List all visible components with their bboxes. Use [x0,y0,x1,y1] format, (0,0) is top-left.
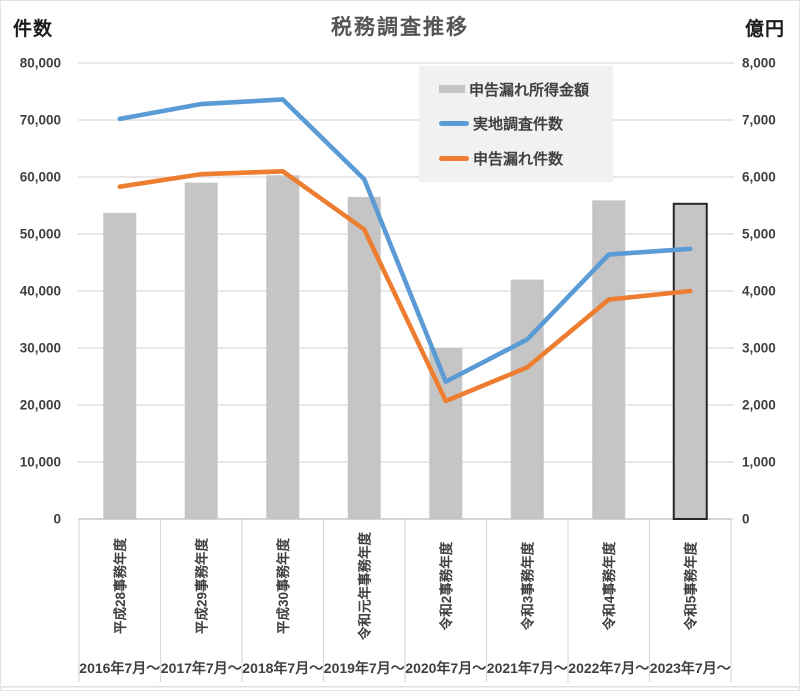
bar-undeclared-income-amount[interactable] [103,212,137,519]
bar-undeclared-income-amount[interactable] [347,196,381,519]
x-axis-year-label: 2019年7月～ [324,660,405,676]
x-axis-year-label: 2023年7月～ [650,660,731,676]
legend-label: 申告漏れ件数 [473,151,564,169]
y-axis-tick-left: 70,000 [20,113,61,128]
left-axis-unit-label: 件数 [13,19,54,40]
bar-undeclared-income-amount[interactable] [184,182,218,519]
x-axis-category-label: 平成29事務年度 [193,537,209,634]
bar-undeclared-income-amount[interactable] [592,200,626,519]
legend-line-swatch-blue [439,121,469,127]
line-field-investigation-count[interactable] [117,97,693,384]
x-axis-category-label: 令和元年事務年度 [356,532,372,641]
y-axis-tick-right: 3,000 [742,341,776,356]
y-axis-tick-right: 0 [742,512,750,527]
y-axis-tick-left: 50,000 [20,227,61,242]
bar-undeclared-income-amount-highlighted[interactable] [672,202,708,520]
x-axis-category-label: 令和3事務年度 [519,541,535,631]
legend-item-undeclared-count[interactable]: 申告漏れ件数 [419,148,613,169]
y-axis-tick-left: 80,000 [20,56,61,71]
x-axis-category-label: 令和5事務年度 [682,541,698,631]
y-axis-tick-right: 8,000 [742,56,776,71]
x-axis-year-label: 2020年7月～ [405,660,486,676]
legend-label: 実地調査件数 [473,116,564,134]
bottom-divider [1,686,799,688]
bar-undeclared-income-amount[interactable] [510,279,544,519]
y-axis-tick-left: 0 [53,512,61,527]
y-axis-tick-right: 7,000 [742,113,776,128]
y-axis-tick-left: 20,000 [20,398,61,413]
x-axis-year-label: 2022年7月～ [568,660,649,676]
y-axis-tick-left: 60,000 [20,170,61,185]
x-axis-category-label: 平成30事務年度 [275,537,291,634]
x-axis-year-label: 2021年7月～ [487,660,568,676]
y-axis-tick-right: 5,000 [742,227,776,242]
y-axis-tick-right: 2,000 [742,398,776,413]
bar-undeclared-income-amount[interactable] [266,175,300,520]
legend-label: 申告漏れ所得金額 [469,81,590,99]
right-axis-unit-label: 億円 [744,19,785,40]
legend-line-swatch-orange [439,156,469,162]
chart-legend: 申告漏れ所得金額 実地調査件数 申告漏れ件数 [419,66,613,182]
legend-bar-swatch [439,85,465,94]
x-axis-year-label: 2017年7月～ [161,660,242,676]
x-axis-category-label: 令和2事務年度 [438,541,454,631]
y-axis-tick-right: 6,000 [742,170,776,185]
legend-item-undeclared-income-amount[interactable]: 申告漏れ所得金額 [419,79,613,100]
x-axis-year-label: 2018年7月～ [242,660,323,676]
y-axis-tick-right: 1,000 [742,455,776,470]
y-axis-tick-left: 40,000 [20,284,61,299]
x-axis-year-label: 2016年7月～ [79,660,160,676]
legend-item-field-investigation-count[interactable]: 実地調査件数 [419,113,613,134]
chart-title: 税務調査推移 [331,16,469,39]
line-undeclared-count[interactable] [117,169,693,404]
y-axis-tick-left: 10,000 [20,455,61,470]
x-axis-category-label: 令和4事務年度 [601,541,617,631]
y-axis-tick-right: 4,000 [742,284,776,299]
x-axis-category-label: 平成28事務年度 [112,537,128,634]
y-axis-tick-left: 30,000 [20,341,61,356]
